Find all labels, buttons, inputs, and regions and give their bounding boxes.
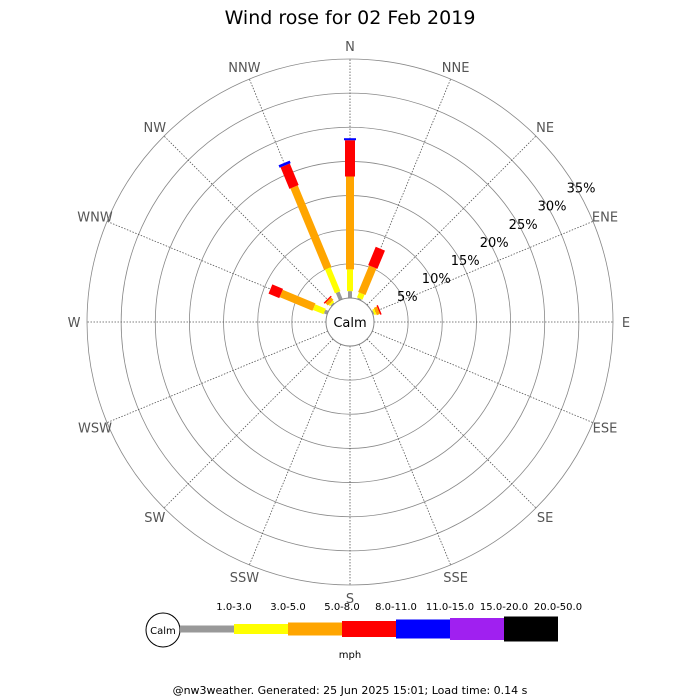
legend-label-5.0-8.0: 5.0-8.0 (324, 602, 359, 613)
wind-bar-ene-3.0-5.0 (372, 308, 377, 316)
wind-bar-wnw-5.0-8.0 (279, 289, 316, 311)
wind-bar-nnw-8.0-11.0 (280, 163, 299, 189)
wind-bar-nw-8.0-11.0 (323, 295, 332, 304)
legend-label-20.0-50.0: 20.0-50.0 (534, 602, 582, 613)
wind-bars (268, 138, 385, 316)
percent-label: 25% (509, 218, 538, 233)
direction-label-n: N (345, 40, 355, 55)
wind-bar-wnw-8.0-11.0 (268, 284, 284, 299)
legend-swatch-1.0-3.0 (180, 625, 234, 633)
wind-bar-wnw-1.0-3.0 (323, 309, 329, 315)
wind-bar-nne-5.0-8.0 (358, 265, 377, 296)
legend-label-15.0-20.0: 15.0-20.0 (480, 602, 528, 613)
direction-label-s: S (346, 592, 354, 607)
footer-text: @nw3weather. Generated: 25 Jun 2025 15:0… (173, 684, 528, 697)
wind-bar-nw-3.0-5.0 (328, 300, 335, 307)
direction-label-sse: SSE (443, 571, 468, 586)
spoke-line (358, 344, 452, 566)
spoke-line (366, 135, 537, 306)
wind-bar-nnw-11.0-15.0 (278, 160, 291, 168)
legend-units: mph (339, 650, 361, 661)
wind-bar-nnw-3.0-5.0 (324, 267, 341, 294)
calm-label: Calm (333, 316, 366, 331)
percent-labels: 5% 10%15%20%25%30%35% (397, 182, 595, 306)
legend-calm-label: Calm (150, 626, 176, 637)
legend-swatch-15.0-20.0 (450, 618, 504, 640)
percent-label: 10% (422, 272, 451, 287)
spoke-line (248, 344, 342, 566)
legend-swatch-11.0-15.0 (396, 619, 450, 639)
direction-label-e: E (622, 316, 630, 331)
percent-label: 35% (567, 182, 596, 197)
wind-bar-nnw-1.0-3.0 (335, 291, 343, 301)
spoke-line (372, 220, 594, 314)
spoke-line (372, 330, 594, 424)
percent-label: 5% (397, 290, 418, 305)
legend-swatch-8.0-11.0 (342, 621, 396, 637)
wind-bar-nw-5.0-8.0 (325, 297, 334, 306)
legend-label-3.0-5.0: 3.0-5.0 (270, 602, 305, 613)
wind-bar-nnw-5.0-8.0 (290, 185, 332, 270)
direction-label-wnw: WNW (77, 210, 113, 225)
direction-label-ssw: SSW (230, 571, 260, 586)
grid-circle (154, 126, 546, 518)
legend-label-1.0-3.0: 1.0-3.0 (216, 602, 251, 613)
spoke-line (366, 338, 537, 509)
legend-label-8.0-11.0: 8.0-11.0 (375, 602, 417, 613)
percent-label: 20% (480, 236, 509, 251)
spoke-line (163, 135, 334, 306)
calm-circle: Calm (325, 297, 375, 347)
wind-bar-wnw-3.0-5.0 (312, 304, 326, 315)
percent-label: 30% (538, 200, 567, 215)
wind-bar-nne-3.0-5.0 (356, 292, 365, 300)
direction-label-nw: NW (144, 121, 167, 136)
legend: Calm mph 1.0-3.0 3.0-5.0 5.0-8.0 8.0-11.0 11… (145, 602, 582, 661)
legend-swatch-20.0-50.0 (504, 616, 558, 642)
direction-label-nnw: NNW (228, 61, 260, 76)
wind-bar-nne-8.0-11.0 (368, 246, 385, 269)
direction-label-ene: ENE (592, 210, 618, 225)
direction-label-ese: ESE (593, 422, 618, 437)
spoke-line (163, 338, 334, 509)
legend-label-11.0-15.0: 11.0-15.0 (426, 602, 474, 613)
direction-label-nne: NNE (442, 61, 470, 76)
grid-circle (86, 58, 614, 586)
direction-label-w: W (68, 316, 81, 331)
direction-label-sw: SW (144, 511, 165, 526)
spoke-line (106, 330, 328, 424)
legend-swatch-3.0-5.0 (234, 624, 288, 634)
chart-title: Wind rose for 02 Feb 2019 (225, 7, 476, 29)
direction-label-ne: NE (536, 121, 554, 136)
direction-label-se: SE (537, 511, 553, 526)
wind-bar-ene-8.0-11.0 (376, 305, 382, 315)
direction-label-wsw: WSW (78, 422, 112, 437)
legend-swatch-5.0-8.0 (288, 622, 342, 636)
percent-label: 15% (451, 254, 480, 269)
direction-labels: N NNE NE ENE E ESE SE SSE S SSW SW WSW W WNW NW NNW (68, 40, 631, 607)
wind-bar-ene-5.0-8.0 (373, 306, 381, 316)
